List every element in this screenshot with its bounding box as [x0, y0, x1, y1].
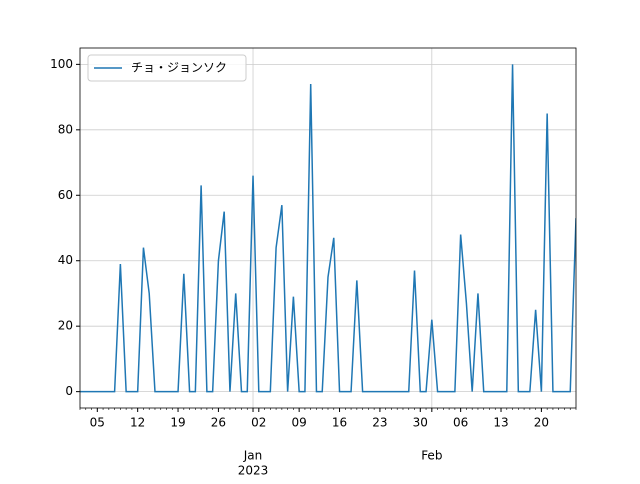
- y-tick-label: 60: [58, 188, 73, 202]
- x-tick-label: 12: [130, 416, 145, 430]
- x-tick-label: 09: [292, 416, 307, 430]
- x-tick-label: 19: [170, 416, 185, 430]
- x-tick-label: 23: [372, 416, 387, 430]
- legend-box: [87, 54, 247, 82]
- x-tick-label: 13: [493, 416, 508, 430]
- x-tick-label: 02: [251, 416, 266, 430]
- x-tick-label: 06: [453, 416, 468, 430]
- y-tick-label: 80: [58, 122, 73, 136]
- x-major-label: Feb: [421, 449, 442, 463]
- x-tick-label: 16: [332, 416, 347, 430]
- x-year-label: 2023: [238, 464, 269, 478]
- y-tick-label: 0: [65, 384, 73, 398]
- x-tick-label: 20: [534, 416, 549, 430]
- x-tick-label: 05: [90, 416, 105, 430]
- y-tick-label: 40: [58, 253, 73, 267]
- y-tick-label: 100: [50, 57, 73, 71]
- data-line: [80, 64, 576, 393]
- x-major-label: Jan: [243, 449, 263, 463]
- x-tick-label: 30: [413, 416, 428, 430]
- y-tick-label: 20: [58, 319, 73, 333]
- axes-frame: [79, 47, 577, 409]
- legend-label: チョ・ジョンソク: [131, 61, 227, 75]
- x-tick-label: 26: [211, 416, 226, 430]
